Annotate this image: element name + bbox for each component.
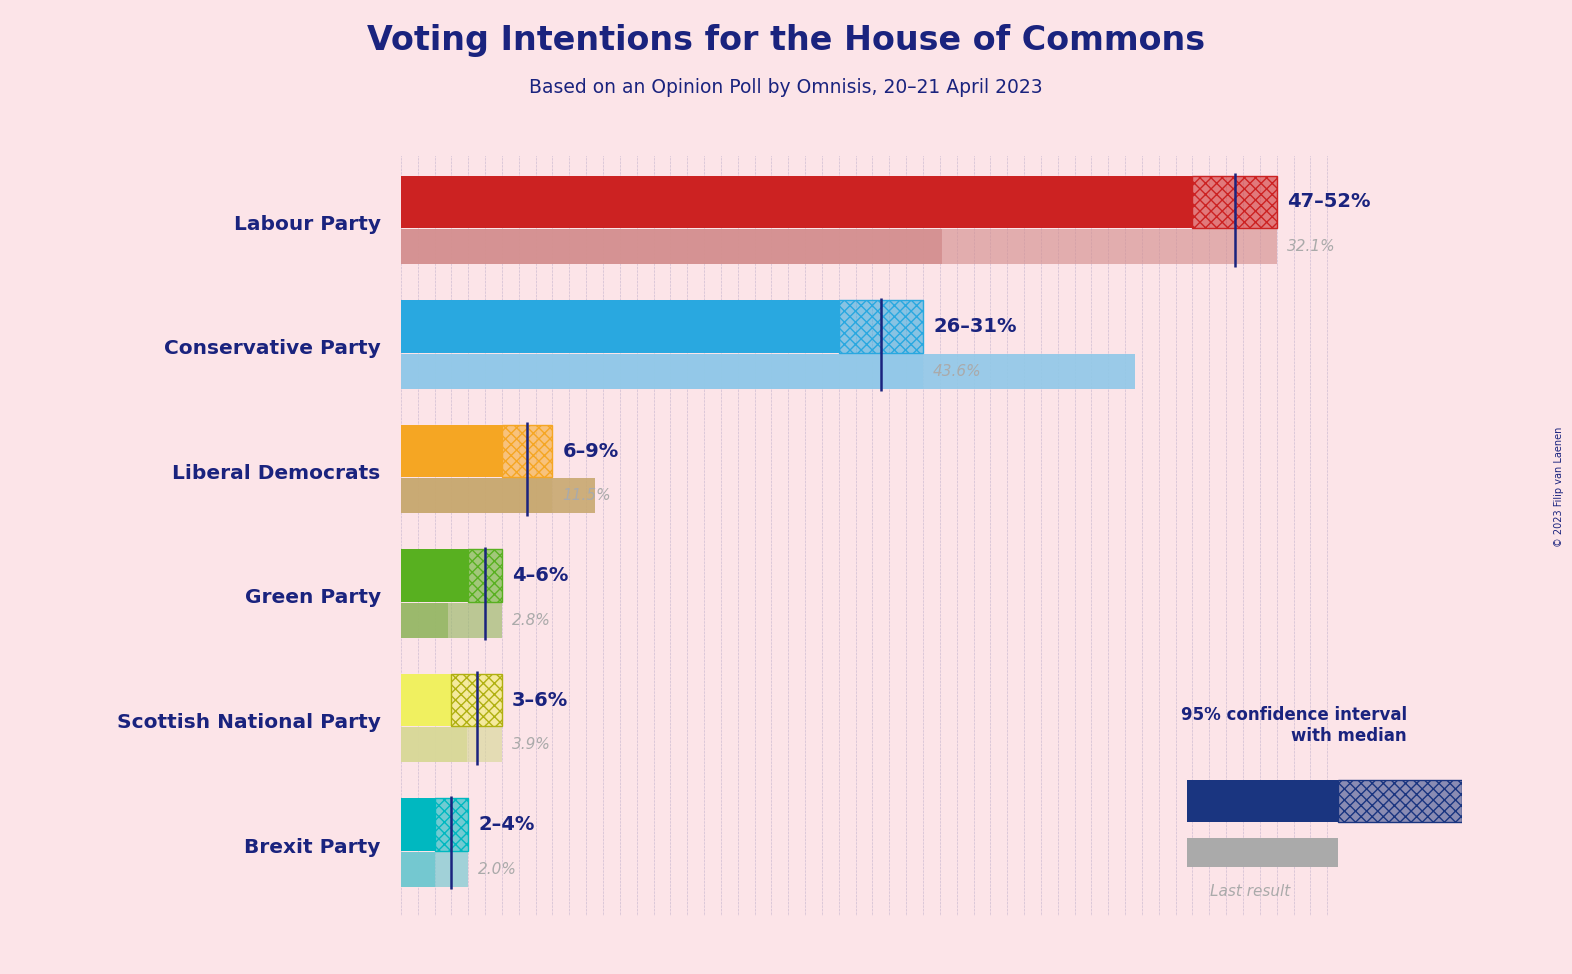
Text: Conservative Party: Conservative Party xyxy=(163,339,380,358)
Bar xyxy=(401,229,1276,264)
Text: Brexit Party: Brexit Party xyxy=(244,838,380,856)
Text: 2.8%: 2.8% xyxy=(512,613,550,628)
Bar xyxy=(401,852,434,887)
Bar xyxy=(468,549,501,602)
Text: Voting Intentions for the House of Commons: Voting Intentions for the House of Commo… xyxy=(366,24,1206,57)
Text: Green Party: Green Party xyxy=(245,588,380,608)
Bar xyxy=(1187,838,1338,867)
Text: © 2023 Filip van Laenen: © 2023 Filip van Laenen xyxy=(1555,427,1564,547)
Bar xyxy=(401,728,501,763)
Text: 3–6%: 3–6% xyxy=(512,691,567,710)
Bar xyxy=(1193,175,1276,228)
Text: 32.1%: 32.1% xyxy=(1287,240,1336,254)
Text: 95% confidence interval
with median: 95% confidence interval with median xyxy=(1181,706,1407,745)
Text: Labour Party: Labour Party xyxy=(234,215,380,234)
Bar xyxy=(501,425,552,477)
Text: 2.0%: 2.0% xyxy=(478,862,517,877)
Bar xyxy=(401,354,1135,389)
Bar xyxy=(1187,779,1338,822)
Bar xyxy=(401,425,501,477)
Text: 2–4%: 2–4% xyxy=(478,815,534,834)
Bar xyxy=(401,478,594,513)
Text: 11.5%: 11.5% xyxy=(563,488,612,504)
Bar xyxy=(401,728,467,763)
Text: 43.6%: 43.6% xyxy=(934,364,982,379)
Bar xyxy=(401,354,923,389)
Bar xyxy=(468,549,501,602)
Text: Last result: Last result xyxy=(1209,884,1291,899)
Bar xyxy=(434,799,468,851)
Text: Scottish National Party: Scottish National Party xyxy=(116,713,380,732)
Bar xyxy=(401,175,1193,228)
Bar xyxy=(401,852,468,887)
Bar xyxy=(401,229,942,264)
Bar xyxy=(401,674,451,727)
Text: 4–6%: 4–6% xyxy=(512,566,569,585)
Bar xyxy=(451,674,501,727)
Text: 26–31%: 26–31% xyxy=(934,317,1017,336)
Bar xyxy=(401,799,434,851)
Bar xyxy=(401,603,448,638)
Text: Based on an Opinion Poll by Omnisis, 20–21 April 2023: Based on an Opinion Poll by Omnisis, 20–… xyxy=(530,78,1042,97)
Bar xyxy=(1193,175,1276,228)
Text: 3.9%: 3.9% xyxy=(512,737,550,753)
Bar xyxy=(501,425,552,477)
Bar xyxy=(401,603,501,638)
Bar xyxy=(451,674,501,727)
Bar xyxy=(401,478,552,513)
Bar xyxy=(434,799,468,851)
Text: Liberal Democrats: Liberal Democrats xyxy=(173,464,380,483)
Text: 47–52%: 47–52% xyxy=(1287,193,1371,211)
Bar xyxy=(839,300,923,353)
Bar xyxy=(1338,779,1462,822)
Bar xyxy=(839,300,923,353)
Bar xyxy=(1338,779,1462,822)
Bar xyxy=(401,300,839,353)
Bar xyxy=(401,549,468,602)
Text: 6–9%: 6–9% xyxy=(563,441,619,461)
